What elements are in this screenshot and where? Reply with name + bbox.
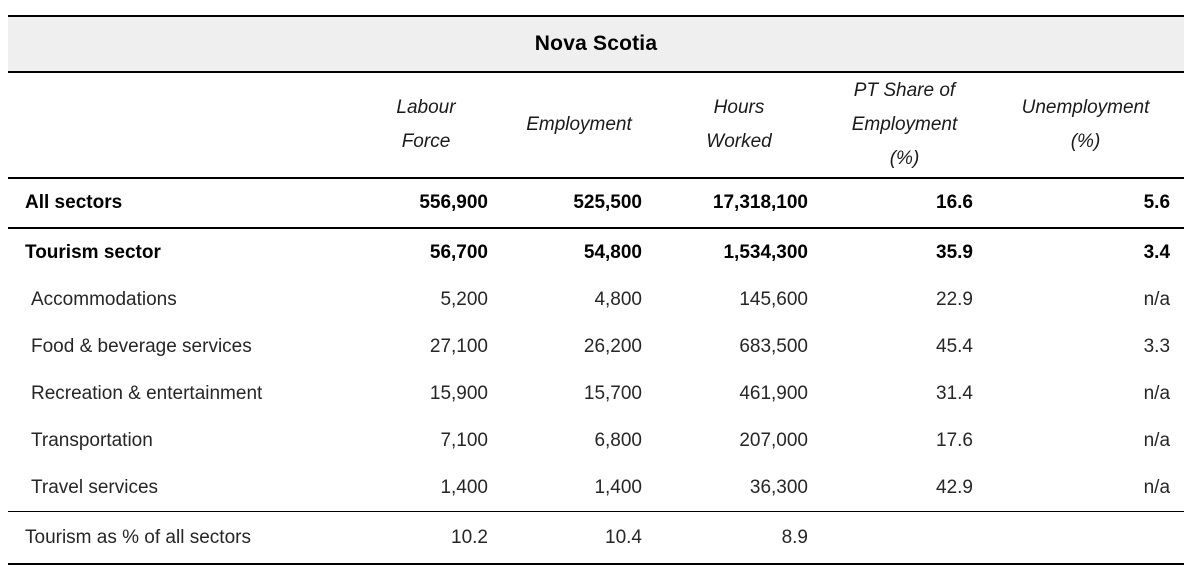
column-header-line: Hours: [713, 96, 765, 118]
title-row: Nova Scotia: [8, 16, 1185, 73]
value-cell-hours-worked: 36,300: [749, 476, 808, 498]
value-cell-pt-share-of-employment: 35.9: [822, 227, 987, 276]
column-header-line: Employment: [526, 113, 632, 135]
value-cell-employment: 26,200: [583, 335, 642, 357]
value-cell-employment: 4,800: [594, 288, 642, 310]
value-cell-employment: 10.4: [502, 511, 656, 564]
value-cell-labour-force: 56,700: [350, 227, 502, 276]
sector-label: Food & beverage services: [31, 335, 252, 357]
value-cell-hours-worked: 145,600: [739, 288, 808, 310]
column-header-hours-worked: Hours Worked: [656, 72, 822, 179]
value-cell-unemployment: 5.6: [1143, 192, 1171, 213]
value-cell-pt-share-of-employment: 42.9: [936, 476, 973, 498]
value-cell-pt-share-of-employment: [822, 511, 987, 564]
value-cell-employment: 54,800: [502, 227, 656, 276]
column-header-line: (%): [1070, 131, 1101, 152]
value-cell-unemployment: n/a: [1143, 476, 1171, 498]
value-cell-labour-force: 15,900: [429, 382, 488, 404]
column-header-line: PT Share of: [853, 79, 956, 101]
table-row: Travel services 1,400 1,400 36,300 42.9 n/a: [8, 464, 1184, 512]
column-header-row: Labour Force Employment Hours Worked PT Share…: [8, 72, 1185, 179]
sector-label: Tourism sector: [8, 227, 350, 276]
tourism-statistics-table: Nova Scotia Labour Force Employment Hours Wo…: [8, 15, 1185, 565]
column-header-line: Force: [401, 131, 451, 152]
sector-label: Tourism as % of all sectors: [8, 511, 350, 564]
value-cell-pt-share-of-employment: 16.6: [936, 192, 973, 213]
value-cell-unemployment: 3.3: [1143, 335, 1171, 357]
column-header-line: Employment: [851, 113, 958, 135]
value-cell-labour-force: 5,200: [440, 288, 488, 310]
value-cell-labour-force: 1,400: [440, 476, 488, 498]
table-row: Accommodations 5,200 4,800 145,600 22.9 n/a: [8, 276, 1184, 323]
table-row: Tourism sector 56,700 54,800 1,534,300 35.9 3…: [8, 227, 1185, 276]
value-cell-hours-worked: 8.9: [656, 511, 822, 564]
value-cell-labour-force: 556,900: [419, 192, 488, 213]
sector-label: All sectors: [25, 192, 123, 213]
value-cell-pt-share-of-employment: 17.6: [936, 429, 973, 451]
column-header-labour-force: Labour Force: [350, 72, 502, 179]
column-header-line: Unemployment: [1021, 96, 1150, 118]
sector-label: Accommodations: [31, 288, 177, 310]
value-cell-unemployment: n/a: [1143, 382, 1171, 404]
table-row: All sectors 556,900 525,500 17,318,100 16.6 5…: [8, 178, 1184, 228]
sector-label: Recreation & entertainment: [31, 382, 263, 404]
value-cell-hours-worked: 461,900: [739, 382, 808, 404]
value-cell-employment: 6,800: [594, 429, 642, 451]
value-cell-pt-share-of-employment: 45.4: [936, 335, 973, 357]
value-cell-employment: 15,700: [583, 382, 642, 404]
table-row: Recreation & entertainment 15,900 15,700 46…: [8, 370, 1184, 417]
sector-label: Travel services: [31, 476, 159, 498]
value-cell-hours-worked: 17,318,100: [712, 192, 808, 213]
value-cell-hours-worked: 207,000: [739, 429, 808, 451]
column-header-pt-share-of-employment: PT Share of Employment (%): [822, 72, 987, 179]
column-header-unemployment: Unemployment (%): [987, 72, 1185, 179]
sector-label: Transportation: [31, 429, 153, 451]
column-header-line: (%): [889, 148, 920, 170]
value-cell-labour-force: 10.2: [350, 511, 502, 564]
table-row: Tourism as % of all sectors 10.2 10.4 8.9: [8, 511, 1185, 564]
value-cell-unemployment: n/a: [1143, 429, 1171, 451]
table-row: Transportation 7,100 6,800 207,000 17.6 n/a: [8, 417, 1184, 464]
value-cell-employment: 1,400: [594, 476, 642, 498]
value-cell-labour-force: 27,100: [429, 335, 488, 357]
column-header-sector: [8, 72, 350, 179]
value-cell-unemployment: [987, 511, 1185, 564]
table-title: Nova Scotia: [8, 16, 1185, 73]
value-cell-hours-worked: 1,534,300: [656, 227, 822, 276]
value-cell-pt-share-of-employment: 22.9: [936, 288, 973, 310]
table-row: Food & beverage services 27,100 26,200 683,…: [8, 323, 1184, 370]
column-header-employment: Employment: [502, 72, 656, 179]
value-cell-unemployment: 3.4: [987, 227, 1185, 276]
value-cell-hours-worked: 683,500: [739, 335, 808, 357]
value-cell-pt-share-of-employment: 31.4: [936, 382, 973, 404]
table-head: Nova Scotia Labour Force Employment Hours Wo…: [8, 16, 1185, 179]
value-cell-labour-force: 7,100: [440, 429, 488, 451]
value-cell-employment: 525,500: [573, 192, 642, 213]
value-cell-unemployment: n/a: [1143, 288, 1171, 310]
column-header-line: Worked: [706, 131, 772, 152]
table-body: All sectors 556,900 525,500 17,318,100 16.6 5…: [8, 178, 1185, 564]
column-header-line: Labour: [396, 96, 456, 118]
